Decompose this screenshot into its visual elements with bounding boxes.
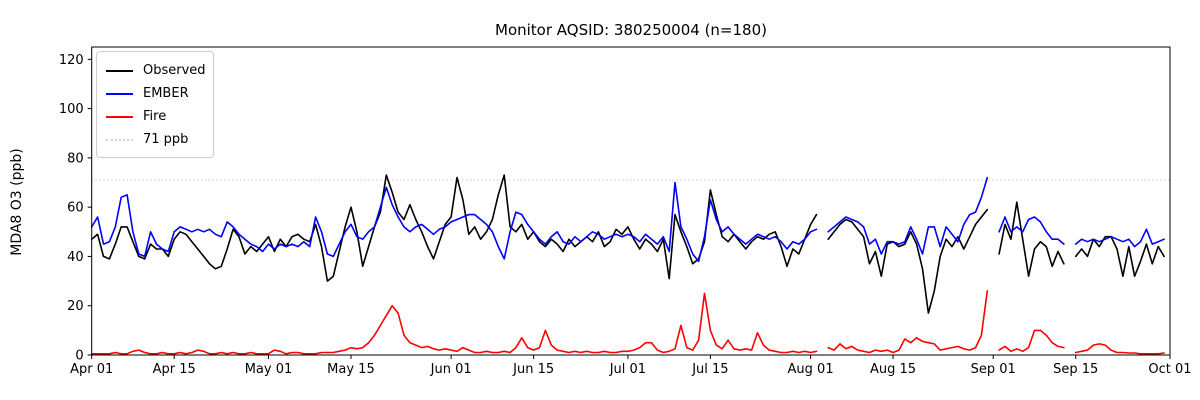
- y-tick-label: 60: [67, 201, 84, 216]
- x-tick-label: May 15: [327, 362, 375, 377]
- fire-line-sample: [106, 115, 133, 118]
- observed-line-sample: [106, 69, 133, 72]
- y-tick-label: 100: [59, 102, 84, 117]
- ember-line: [1074, 228, 1165, 248]
- fire-line: [1074, 343, 1165, 355]
- observed-line: [1074, 235, 1165, 278]
- legend-label-ember: EMBER: [143, 86, 189, 101]
- x-tick-label: Aug 15: [870, 362, 916, 377]
- y-tick-label: 20: [67, 299, 84, 314]
- observed-line: [998, 201, 1065, 278]
- x-tick-label: Sep 01: [971, 362, 1016, 377]
- threshold-line-sample: [106, 138, 133, 141]
- observed-line: [90, 174, 818, 282]
- y-tick-label: 0: [75, 349, 83, 364]
- x-tick-label: Jun 01: [430, 362, 472, 377]
- legend: Observed EMBER Fire 71 ppb: [96, 51, 214, 158]
- y-tick-label: 40: [67, 250, 84, 265]
- legend-item-fire: Fire: [106, 105, 204, 128]
- axes-frame: [91, 46, 1171, 356]
- observed-line: [827, 208, 989, 314]
- legend-label-fire: Fire: [143, 109, 167, 124]
- x-tick-label: Aug 01: [788, 362, 834, 377]
- ember-line: [90, 181, 818, 263]
- legend-label-threshold: 71 ppb: [143, 132, 189, 147]
- x-tick-label: Apr 15: [153, 362, 196, 377]
- fire-line: [827, 290, 989, 354]
- x-tick-label: Apr 01: [70, 362, 113, 377]
- x-tick-label: Oct 01: [1148, 362, 1191, 377]
- fire-line: [90, 292, 818, 355]
- x-tick-label: Jul 15: [691, 362, 728, 377]
- ember-line: [998, 216, 1065, 245]
- legend-item-observed: Observed: [106, 59, 206, 82]
- legend-item-ember: EMBER: [106, 82, 204, 105]
- x-tick-label: May 01: [245, 362, 293, 377]
- x-tick-label: Jul 01: [609, 362, 646, 377]
- chart-title: Monitor AQSID: 380250004 (n=180): [495, 21, 767, 39]
- ember-line-sample: [106, 92, 133, 95]
- legend-label-observed: Observed: [143, 63, 206, 78]
- fire-line: [998, 329, 1065, 353]
- y-tick-label: 120: [59, 53, 84, 68]
- x-tick-label: Jun 15: [512, 362, 554, 377]
- legend-item-threshold: 71 ppb: [106, 128, 204, 151]
- y-tick-label: 80: [67, 151, 84, 166]
- ember-line: [827, 176, 989, 255]
- x-tick-label: Sep 15: [1053, 362, 1098, 377]
